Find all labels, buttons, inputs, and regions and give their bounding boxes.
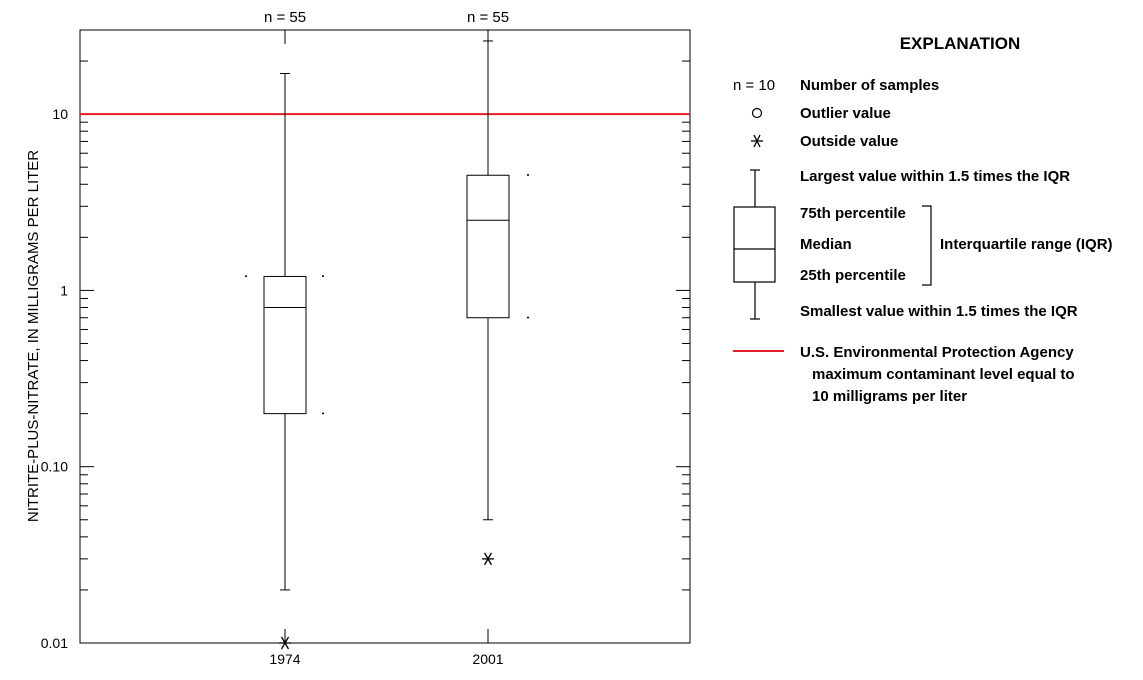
sample-count-label: n = 55 xyxy=(264,9,306,26)
y-tick-label: 0.10 xyxy=(41,459,68,475)
legend-n-example: n = 10 xyxy=(733,77,775,94)
legend-iqr-label: Interquartile range (IQR) xyxy=(940,236,1113,253)
x-tick-label: 2001 xyxy=(472,651,503,667)
y-tick-label: 10 xyxy=(52,106,68,122)
legend-p75-label: 75th percentile xyxy=(800,205,906,222)
sample-count-label: n = 55 xyxy=(467,9,509,26)
percentile-dot xyxy=(245,275,247,277)
legend-n-desc: Number of samples xyxy=(800,77,939,94)
percentile-dot xyxy=(322,412,324,415)
asterisk-stroke xyxy=(483,552,493,566)
legend-outside-label: Outside value xyxy=(800,133,898,150)
y-tick-label: 1 xyxy=(60,282,68,298)
plot-frame xyxy=(79,29,691,644)
box-2001 xyxy=(466,40,529,566)
legend-p25-label: 25th percentile xyxy=(800,267,906,284)
legend-largest-label: Largest value within 1.5 times the IQR xyxy=(800,168,1070,185)
legend-box-diagram xyxy=(733,169,932,320)
legend-mcl-line2: maximum contaminant level equal to xyxy=(812,366,1075,383)
x-tick-label: 1974 xyxy=(269,651,300,667)
legend-outlier-symbol xyxy=(751,107,763,119)
legend-mcl-line3: 10 milligrams per liter xyxy=(812,388,967,405)
x-axis-labels: 1974 n = 55 2001 n = 55 xyxy=(264,9,509,667)
legend-smallest-label: Smallest value within 1.5 times the IQR xyxy=(800,303,1078,320)
legend-title: EXPLANATION xyxy=(900,34,1021,53)
percentile-dot xyxy=(527,174,529,176)
legend-mcl-line1: U.S. Environmental Protection Agency xyxy=(800,344,1074,361)
y-axis-label: NITRITE-PLUS-NITRATE, IN MILLIGRAMS PER … xyxy=(25,150,42,522)
percentile-dot xyxy=(322,275,324,277)
legend-outside-symbol xyxy=(751,134,763,148)
percentile-dot xyxy=(527,316,529,319)
y-axis-ticks: 0.01 0.10 1 10 xyxy=(41,29,690,651)
legend-median-label: Median xyxy=(800,236,852,253)
outside-value-marker xyxy=(482,552,494,566)
legend-outlier-label: Outlier value xyxy=(800,105,891,122)
y-tick-label: 0.01 xyxy=(41,635,68,651)
